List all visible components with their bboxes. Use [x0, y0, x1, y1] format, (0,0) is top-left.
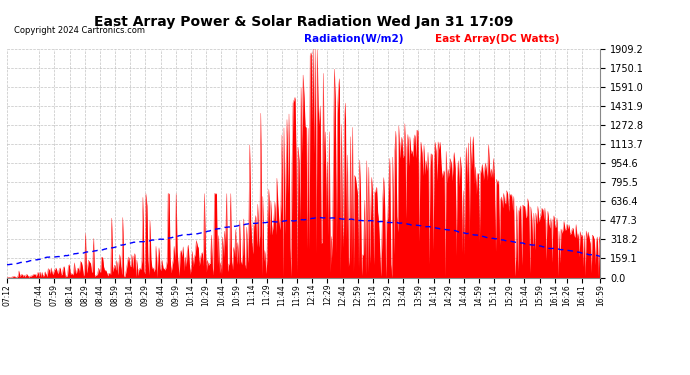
Text: Copyright 2024 Cartronics.com: Copyright 2024 Cartronics.com — [14, 26, 145, 35]
Text: East Array(DC Watts): East Array(DC Watts) — [435, 34, 559, 44]
Text: Radiation(W/m2): Radiation(W/m2) — [304, 34, 403, 44]
Text: East Array Power & Solar Radiation Wed Jan 31 17:09: East Array Power & Solar Radiation Wed J… — [94, 15, 513, 29]
